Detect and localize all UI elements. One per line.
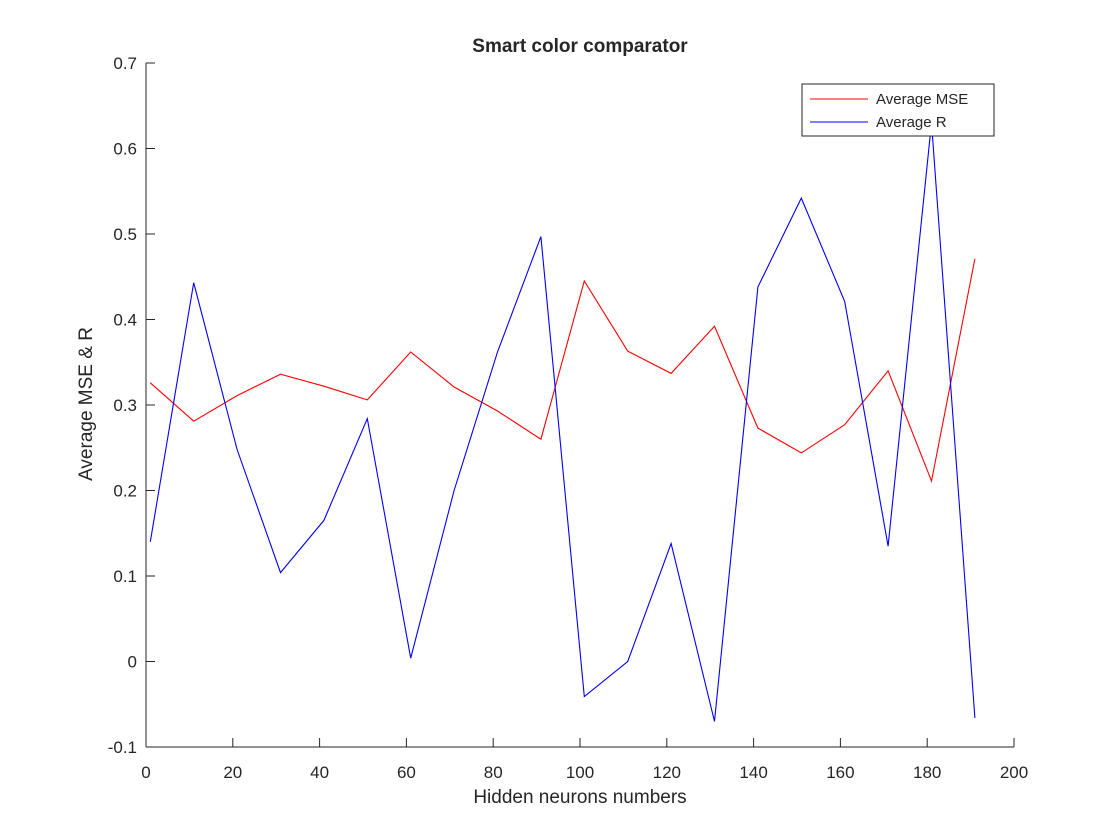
x-tick-label: 180: [913, 763, 941, 782]
axes: 0 20 40 60 80 100 120 140 160 180 200-0.100.10.20.…: [108, 54, 1028, 782]
x-tick-label: 160: [826, 763, 854, 782]
x-tick-label: 120: [653, 763, 681, 782]
y-tick-label: 0.3: [113, 396, 137, 415]
legend-label: Average R: [876, 114, 947, 131]
y-tick-label: 0.5: [113, 225, 137, 244]
y-tick-label: 0.2: [113, 482, 137, 501]
series-line-average-r: [149, 122, 976, 722]
y-tick-label: -0.1: [108, 738, 137, 757]
y-tick-label: 0.6: [113, 140, 137, 159]
x-tick-label: 0: [141, 763, 150, 782]
x-tick-label: 200: [1000, 763, 1028, 782]
plot-lines: [149, 122, 976, 722]
series-line-average-mse: [149, 258, 976, 484]
y-tick-label: 0: [128, 653, 137, 672]
y-tick-label: 0.7: [113, 54, 137, 73]
x-tick-label: 60: [397, 763, 416, 782]
legend: Average MSE Average R: [801, 83, 995, 137]
y-tick-label: 0.4: [113, 311, 137, 330]
x-tick-label: 20: [223, 763, 242, 782]
legend-label: Average MSE: [876, 91, 968, 108]
x-tick-label: 80: [484, 763, 503, 782]
y-axis-label: Average MSE & R: [76, 327, 97, 481]
x-tick-label: 100: [566, 763, 594, 782]
chart-title: Smart color comparator: [472, 36, 688, 57]
x-axis-label: Hidden neurons numbers: [473, 787, 686, 808]
x-tick-label: 140: [739, 763, 767, 782]
y-tick-label: 0.1: [113, 567, 137, 586]
x-tick-label: 40: [310, 763, 329, 782]
legend-box: [801, 83, 995, 137]
